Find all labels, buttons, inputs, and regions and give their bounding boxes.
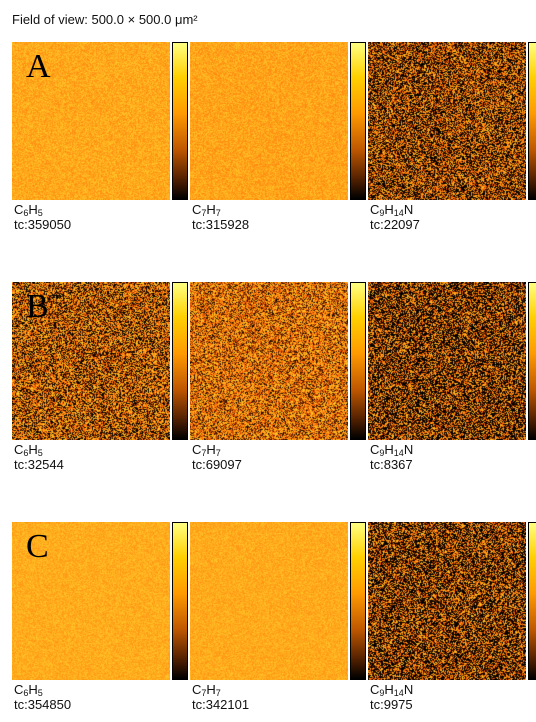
ion-formula: C6H5 [14,682,43,698]
total-counts: tc:32544 [14,457,64,472]
color-scale-bar [528,42,536,200]
map-caption: C6H5 tc:354850 [14,682,71,712]
total-counts: tc:354850 [14,697,72,712]
map-caption: C7H7 tc:315928 [192,202,249,232]
ion-map-image [12,42,170,200]
map-caption: C9H14N tc:8367 [370,442,413,472]
ion-map-image [368,42,526,200]
ion-formula: C9H14N [370,682,414,698]
ion-formula: C7H7 [192,202,221,218]
ion-map-image [12,522,170,680]
map-caption: C6H5 tc:32544 [14,442,64,472]
ion-formula: C6H5 [14,442,43,458]
color-scale-bar [172,282,188,440]
total-counts: tc:8367 [370,457,413,472]
color-scale-bar [350,42,366,200]
ion-formula: C9H14N [370,202,414,218]
map-caption: C7H7 tc:69097 [192,442,242,472]
panel-letter-label: A [26,48,51,85]
total-counts: tc:22097 [370,217,420,232]
total-counts: tc:315928 [192,217,250,232]
total-counts: tc:359050 [14,217,72,232]
map-caption: C7H7 tc:342101 [192,682,249,712]
color-scale-bar [350,522,366,680]
field-of-view-label: Field of view: 500.0 × 500.0 μm² [12,12,198,27]
ion-formula: C6H5 [14,202,43,218]
ion-formula: C7H7 [192,442,221,458]
ion-map-image [368,282,526,440]
ion-map-image [190,42,348,200]
color-scale-bar [172,42,188,200]
map-caption: C6H5 tc:359050 [14,202,71,232]
total-counts: tc:9975 [370,697,413,712]
total-counts: tc:342101 [192,697,250,712]
panel-letter-label: C [26,528,49,565]
color-scale-bar [528,522,536,680]
panel-letter-label: B [26,288,49,325]
ion-formula: C9H14N [370,442,414,458]
ion-map-image [190,282,348,440]
total-counts: tc:69097 [192,457,242,472]
color-scale-bar [350,282,366,440]
ion-formula: C7H7 [192,682,221,698]
ion-map-image [368,522,526,680]
map-caption: C9H14N tc:9975 [370,682,413,712]
color-scale-bar [172,522,188,680]
ion-map-image [190,522,348,680]
color-scale-bar [528,282,536,440]
ion-map-image [12,282,170,440]
map-caption: C9H14N tc:22097 [370,202,420,232]
